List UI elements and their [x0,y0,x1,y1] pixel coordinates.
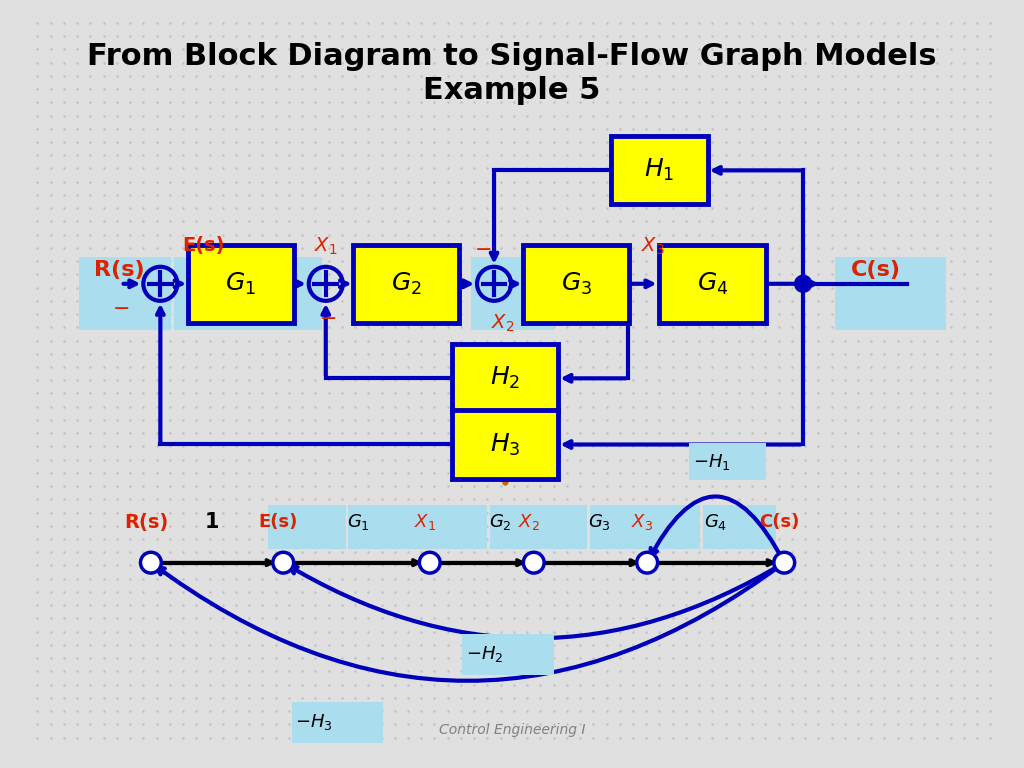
FancyBboxPatch shape [702,505,776,549]
FancyBboxPatch shape [292,702,383,743]
FancyBboxPatch shape [174,257,322,330]
FancyBboxPatch shape [268,505,346,549]
Text: $X_2$: $X_2$ [518,512,540,532]
Text: $-H_2$: $-H_2$ [466,644,503,664]
Text: $G_2$: $G_2$ [489,512,512,532]
Text: $G_4$: $G_4$ [696,270,728,297]
Text: $G_1$: $G_1$ [347,512,371,532]
Text: $H_3$: $H_3$ [490,432,520,458]
Circle shape [795,275,812,293]
FancyBboxPatch shape [590,505,663,549]
Text: R(s): R(s) [124,512,168,531]
Text: $-H_3$: $-H_3$ [295,713,332,733]
Circle shape [523,552,544,573]
Text: $-$: $-$ [112,297,129,317]
Text: $-$: $-$ [474,238,492,258]
FancyBboxPatch shape [471,257,554,330]
Text: $-$: $-$ [319,307,336,327]
FancyBboxPatch shape [187,245,294,323]
FancyBboxPatch shape [689,442,766,481]
Text: C(s): C(s) [850,260,900,280]
Circle shape [637,552,657,573]
Text: C(s): C(s) [760,513,800,531]
FancyBboxPatch shape [518,505,587,549]
Text: From Block Diagram to Signal-Flow Graph Models: From Block Diagram to Signal-Flow Graph … [87,42,937,71]
Circle shape [774,552,795,573]
Text: $-H_1$: $-H_1$ [693,452,731,472]
FancyBboxPatch shape [79,257,171,330]
Text: E(s): E(s) [259,513,298,531]
FancyBboxPatch shape [658,245,766,323]
Text: $X_2$: $X_2$ [492,313,515,334]
Text: $G_2$: $G_2$ [391,270,422,297]
FancyBboxPatch shape [453,410,558,478]
Text: $X_1$: $X_1$ [414,512,436,532]
FancyBboxPatch shape [415,505,487,549]
Text: $H_1$: $H_1$ [644,157,675,184]
Text: $G_3$: $G_3$ [561,270,592,297]
FancyBboxPatch shape [632,505,700,549]
Text: E(s): E(s) [182,237,224,256]
FancyBboxPatch shape [453,344,558,412]
FancyBboxPatch shape [490,505,563,549]
Text: 1: 1 [205,512,219,532]
Text: Example 5: Example 5 [423,75,601,104]
Circle shape [420,552,440,573]
FancyBboxPatch shape [353,245,459,323]
Text: $G_3$: $G_3$ [589,512,611,532]
Text: $H_2$: $H_2$ [490,366,520,392]
Text: Control Engineering I: Control Engineering I [438,723,586,737]
Circle shape [140,552,162,573]
Circle shape [272,552,294,573]
Text: $G_4$: $G_4$ [703,512,727,532]
Text: $X_1$: $X_1$ [314,235,338,257]
FancyBboxPatch shape [462,634,554,675]
Text: $G_1$: $G_1$ [225,270,256,297]
FancyBboxPatch shape [611,137,708,204]
FancyBboxPatch shape [348,505,421,549]
Text: R(s): R(s) [94,260,144,280]
Text: $X_3$: $X_3$ [632,512,653,532]
Text: $X_3$: $X_3$ [641,235,665,257]
FancyBboxPatch shape [836,257,946,330]
FancyBboxPatch shape [523,245,629,323]
